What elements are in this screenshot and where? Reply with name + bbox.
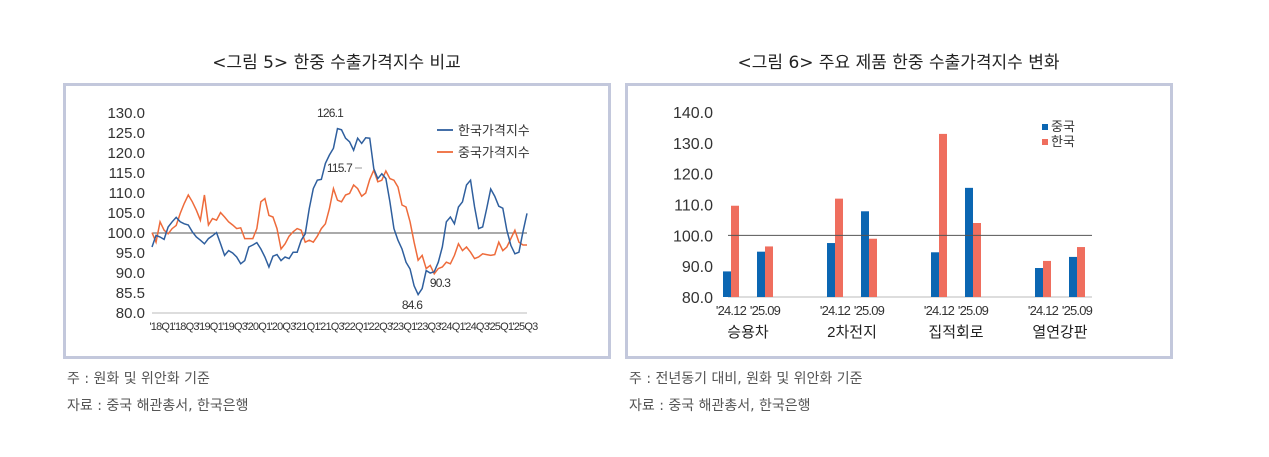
legend-label: 중국 [1051,119,1075,134]
category-label: 집적회로 [928,324,983,341]
x-tick-label: '21Q3 [319,321,345,333]
bar-korea [1077,247,1085,297]
bar-china [723,271,731,297]
y-tick-label: 90.0 [682,259,713,276]
y-tick-label: 110.0 [109,185,145,202]
x-tick-label: '20Q3 [270,321,296,333]
x-tick-label: '22Q1 [343,321,369,333]
category-label: 2차전지 [827,324,877,341]
category-label: 승용차 [727,324,769,341]
y-tick-label: 95.0 [116,245,145,262]
x-tick-label: '25Q1 [488,321,514,333]
x-tick-label: '20Q1 [246,321,272,333]
y-tick-label: 80.0 [682,290,713,307]
series-line-china [151,168,527,276]
bar-china [965,187,973,297]
data-label: 90.3 [430,276,451,290]
y-tick-label: 130.0 [107,105,145,122]
figure5-note: 주 : 원화 및 위안화 기준 [67,371,210,387]
series-line-korea [151,127,528,297]
legend-label: 한국 [1051,134,1075,149]
x-tick-label: '23Q3 [416,321,442,333]
y-tick-label: 120.0 [107,145,145,162]
bar-korea [869,238,877,297]
period-label: '25.09 [854,303,885,318]
x-tick-label: '19Q1 [198,321,224,333]
x-tick-label: '18Q3 [174,321,200,333]
period-label: '25.09 [1062,303,1093,318]
figure6-title: <그림 6> 주요 제품 한중 수출가격지수 변화 [737,53,1060,73]
y-tick-label: 115.0 [109,165,145,182]
legend-swatch [1042,139,1048,145]
data-label: 126.1 [317,106,344,120]
x-tick-label: '19Q3 [222,321,248,333]
bar-korea [973,223,981,297]
legend-label: 중국가격지수 [458,145,530,160]
bar-china [861,211,869,297]
period-label: '24.12 [924,303,955,318]
y-tick-label: 90.0 [116,265,145,282]
data-label: 84.6 [402,298,423,312]
period-label: '24.12 [820,303,851,318]
y-tick-label: 100.0 [673,228,713,245]
x-tick-label: '24Q1 [440,321,466,333]
y-tick-label: 120.0 [673,167,713,184]
data-label: 115.7 [327,161,353,175]
category-label: 열연강판 [1032,324,1087,341]
period-label: '25.09 [958,303,989,318]
x-tick-label: '21Q1 [295,321,321,333]
x-tick-label: '25Q3 [512,321,538,333]
figure5-title: <그림 5> 한중 수출가격지수 비교 [212,53,461,73]
bar-korea [731,205,739,297]
figure5-panel [63,83,611,359]
figure6-note: 주 : 전년동기 대비, 원화 및 위안화 기준 [629,371,863,387]
bar-korea [939,133,947,297]
legend-swatch [1042,124,1048,130]
period-label: '24.12 [716,303,747,318]
y-tick-label: 105.0 [107,205,145,222]
y-tick-label: 130.0 [673,136,713,153]
period-label: '25.09 [750,303,781,318]
period-label: '24.12 [1028,303,1059,318]
bar-china [1069,256,1077,297]
bar-china [827,243,835,297]
bar-china [1035,268,1043,297]
bar-korea [1043,260,1051,297]
bar-korea [835,198,843,297]
y-tick-label: 80.0 [116,305,145,322]
figure5-source: 자료 : 중국 해관총서, 한국은행 [67,398,249,414]
y-tick-label: 110.0 [674,198,713,215]
y-tick-label: 100.0 [107,225,145,242]
x-tick-label: '23Q1 [391,321,417,333]
x-tick-label: '24Q3 [464,321,490,333]
y-tick-label: 85.5 [116,285,145,302]
x-tick-label: '22Q3 [367,321,393,333]
figure6-panel [625,83,1173,359]
bar-korea [765,246,773,297]
y-tick-label: 140.0 [673,105,713,122]
figure6-source: 자료 : 중국 해관총서, 한국은행 [629,398,811,414]
bar-china [757,251,765,297]
x-tick-label: '18Q1 [149,321,175,333]
legend-label: 한국가격지수 [458,123,530,138]
y-tick-label: 125.0 [107,125,145,142]
bar-china [931,252,939,297]
